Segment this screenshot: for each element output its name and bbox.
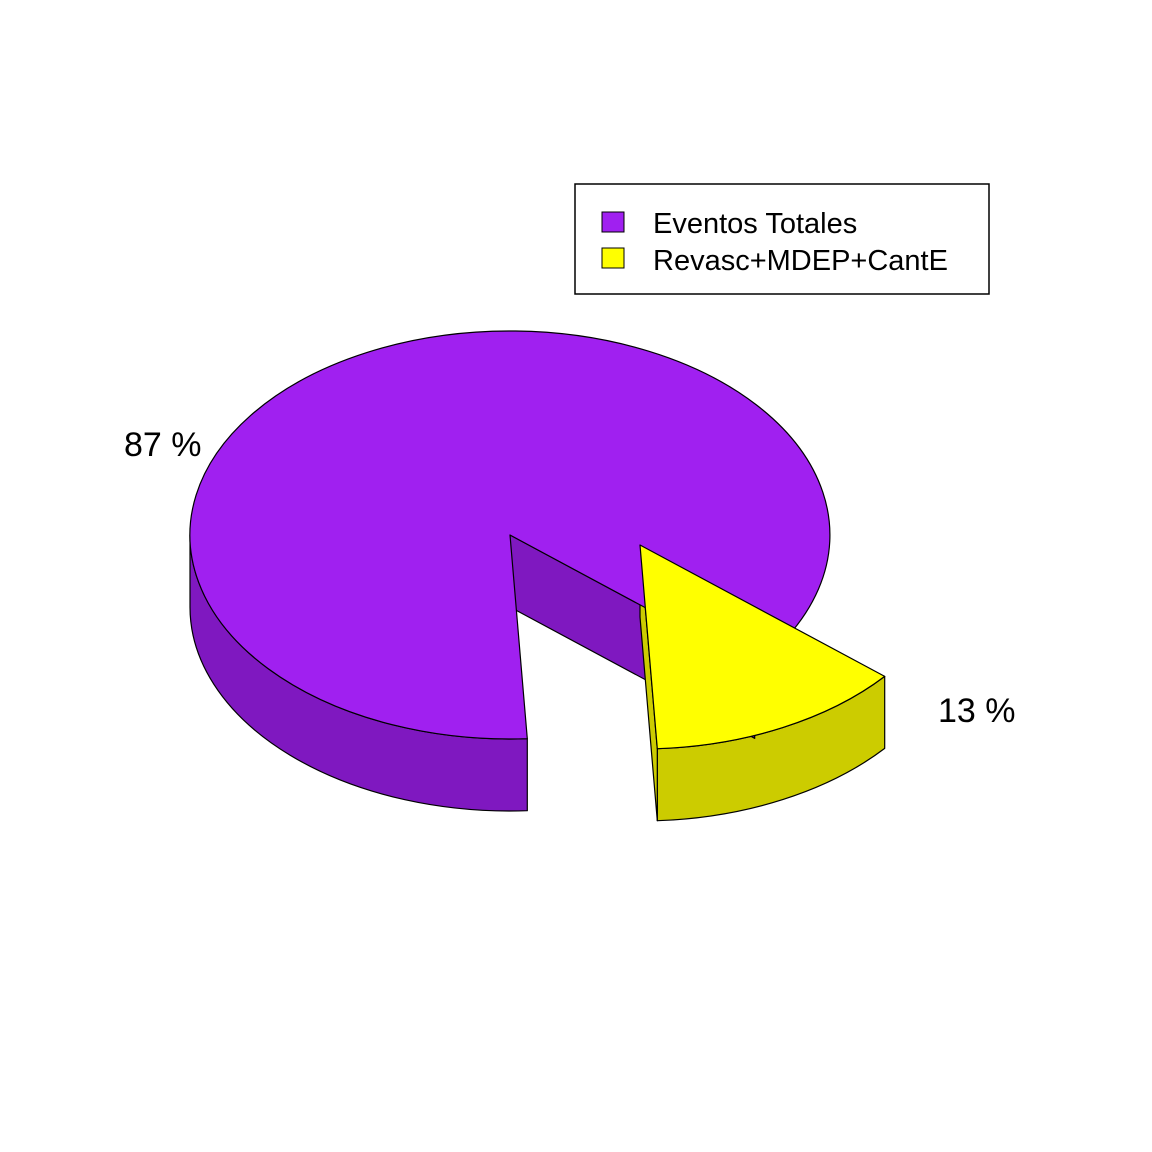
- pie-layer: [189, 330, 886, 822]
- slice-top-0: [189, 330, 831, 740]
- slice-label-revasc: 13 %: [938, 692, 1016, 730]
- legend-label-eventos-totales: Eventos Totales: [653, 208, 857, 240]
- legend: Eventos Totales Revasc+MDEP+CantE: [574, 183, 990, 295]
- legend-swatch-eventos-totales: [601, 211, 625, 233]
- legend-box: [574, 183, 990, 295]
- legend-label-revasc: Revasc+MDEP+CantE: [653, 245, 948, 277]
- legend-swatch-revasc: [601, 247, 625, 269]
- slice-label-eventos-totales: 87 %: [124, 426, 202, 464]
- slice-top-1: [639, 544, 886, 750]
